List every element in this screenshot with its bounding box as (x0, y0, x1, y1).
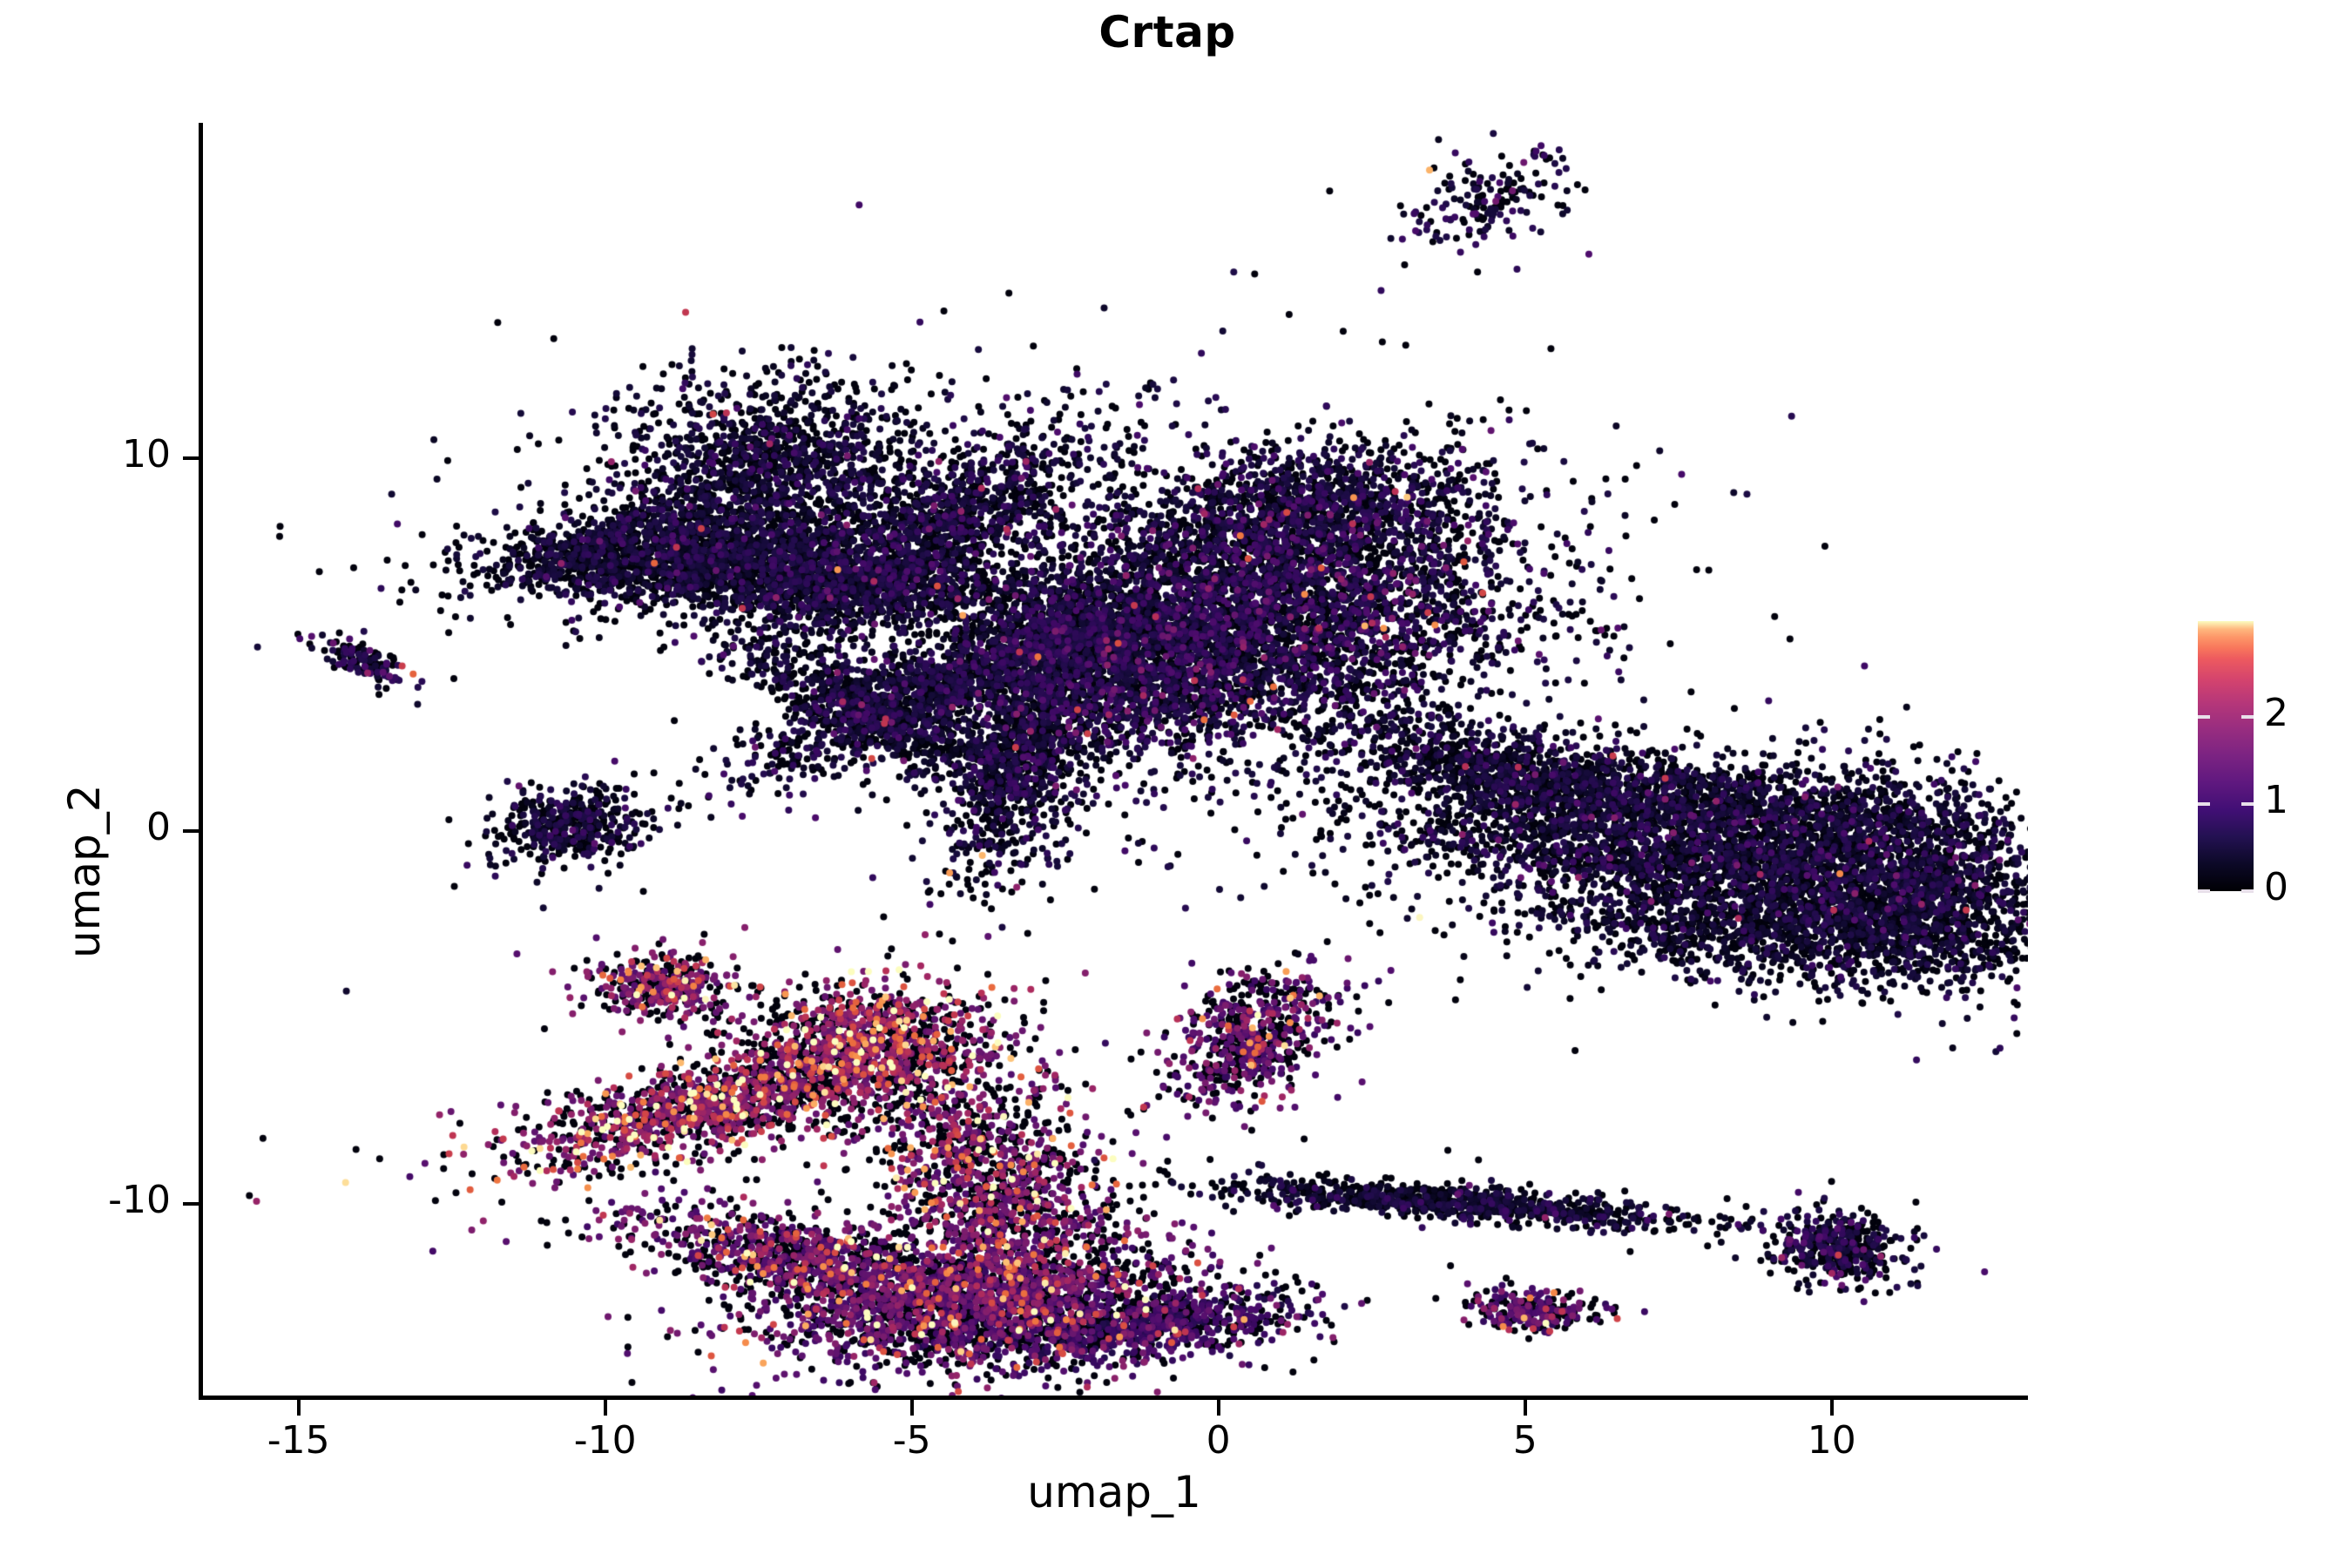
colorbar-tick (2198, 889, 2210, 893)
colorbar: 2 1 0 (2198, 621, 2288, 909)
colorbar-gradient (2198, 621, 2254, 891)
scatter-canvas (200, 123, 2028, 1397)
y-tick-label: 10 (122, 432, 171, 476)
colorbar-tick (2198, 802, 2210, 806)
x-axis-spine (199, 1396, 2028, 1400)
x-tick-label: -15 (267, 1418, 330, 1463)
y-tick (183, 828, 199, 833)
x-tick-label: -10 (573, 1418, 637, 1463)
colorbar-tick-label: 0 (2264, 865, 2288, 909)
x-tick (296, 1400, 301, 1416)
y-tick (183, 1201, 199, 1206)
colorbar-tick-label: 1 (2264, 778, 2288, 822)
y-tick-label: 0 (146, 804, 171, 849)
x-tick-label: 5 (1512, 1418, 1538, 1463)
colorbar-tick (2241, 889, 2254, 893)
x-tick-label: 0 (1206, 1418, 1231, 1463)
y-axis-spine (199, 123, 203, 1400)
x-tick (909, 1400, 914, 1416)
x-tick (1216, 1400, 1220, 1416)
y-tick (183, 456, 199, 460)
page-title: Crtap (1098, 7, 1236, 57)
x-axis-label: umap_1 (1027, 1467, 1201, 1517)
x-tick (1829, 1400, 1834, 1416)
colorbar-tick (2241, 802, 2254, 806)
x-tick-label: 10 (1807, 1418, 1856, 1463)
y-axis-label: umap_2 (59, 784, 110, 958)
colorbar-tick (2198, 715, 2210, 719)
colorbar-tick-label: 2 (2264, 691, 2288, 735)
x-tick (1523, 1400, 1527, 1416)
colorbar-tick (2241, 715, 2254, 719)
x-tick-label: -5 (892, 1418, 931, 1463)
plot-area (200, 123, 2028, 1397)
x-tick (603, 1400, 607, 1416)
y-tick-label: -10 (108, 1177, 171, 1222)
